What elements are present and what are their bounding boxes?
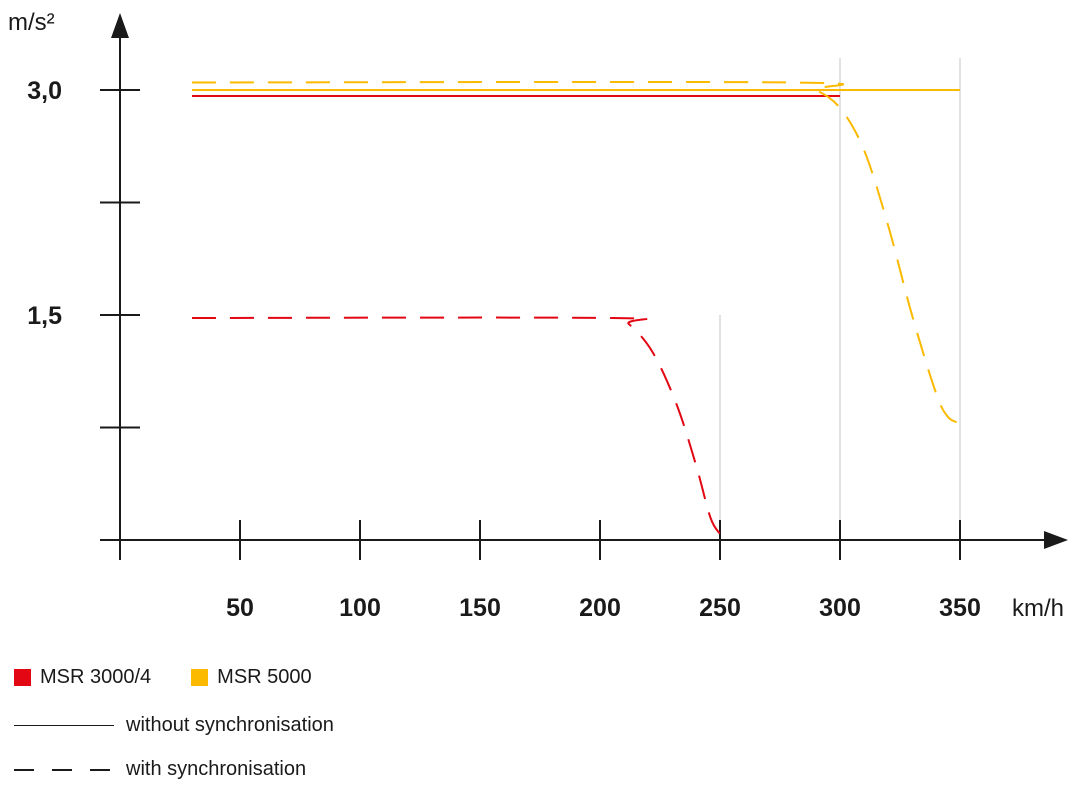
y-axis-unit: m/s² [8, 9, 55, 36]
series-msr-5000-dashed [191, 80, 961, 424]
axes [100, 13, 1068, 560]
x-tick-label-150: 150 [459, 594, 501, 622]
x-tick-label-100: 100 [339, 594, 381, 622]
x-tick-label-250: 250 [699, 594, 741, 622]
x-tick-label-50: 50 [226, 594, 254, 622]
y-axis-arrow [111, 13, 129, 38]
x-axis-arrow [1044, 531, 1068, 549]
x-tick-label-300: 300 [819, 594, 861, 622]
x-ticks: 50 100 150 200 250 300 350 [119, 520, 981, 622]
x-tick-label-200: 200 [579, 594, 621, 622]
x-axis-unit: km/h [1012, 595, 1064, 622]
y-ticks: 1,5 3,0 [27, 77, 140, 429]
series-lines [191, 80, 961, 535]
x-tick-label-350: 350 [939, 594, 981, 622]
y-tick-label-3: 3,0 [27, 77, 62, 105]
series-msr-3000-dashed [191, 316, 721, 535]
reference-lines [719, 58, 961, 540]
y-tick-label-1-5: 1,5 [27, 302, 62, 330]
